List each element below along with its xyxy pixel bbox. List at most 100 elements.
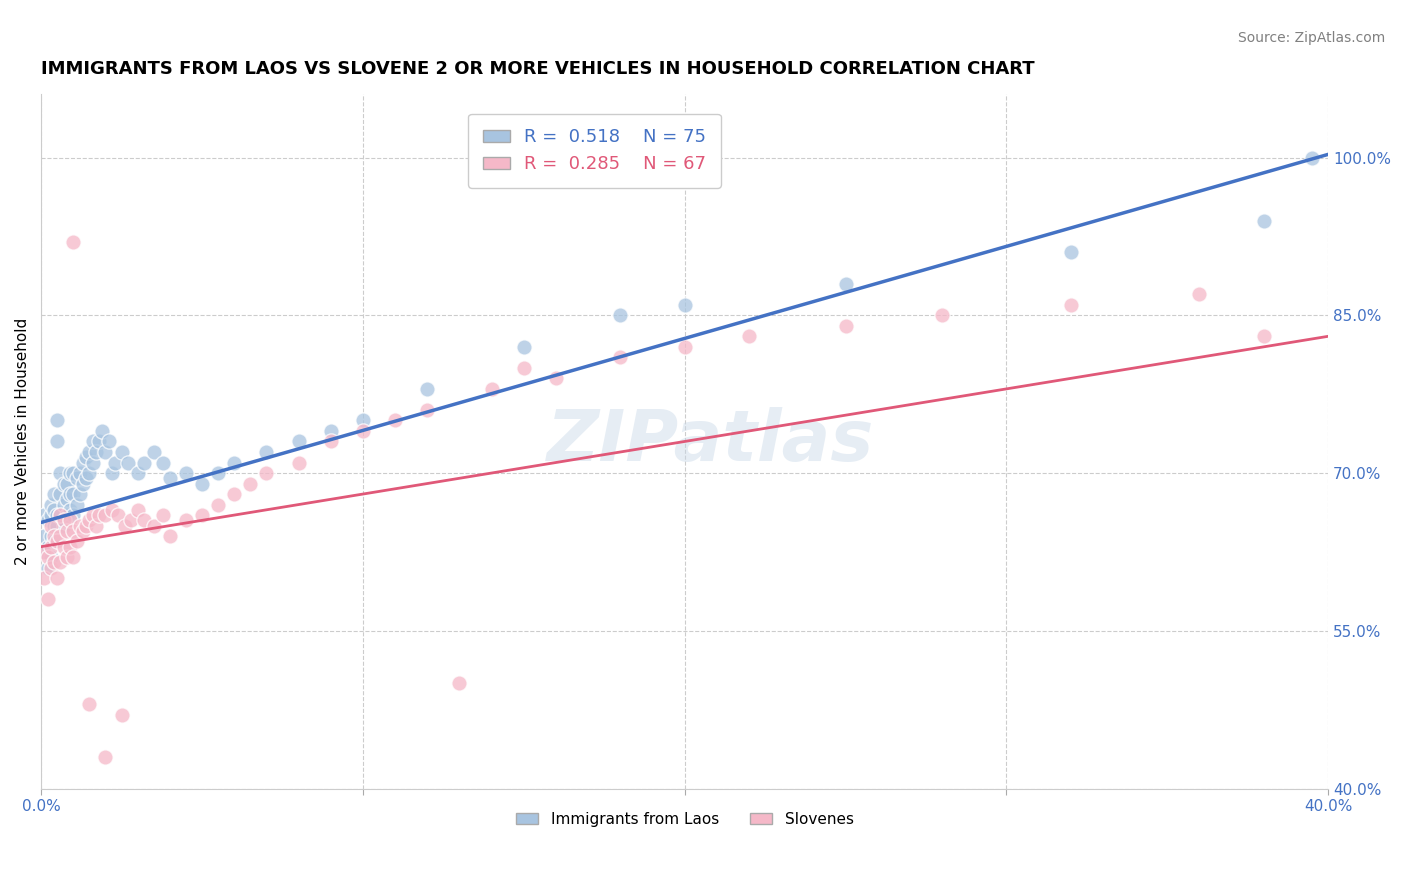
Legend: Immigrants from Laos, Slovenes: Immigrants from Laos, Slovenes xyxy=(509,805,860,833)
Point xyxy=(931,308,953,322)
Point xyxy=(72,456,94,470)
Point xyxy=(49,487,72,501)
Point xyxy=(34,571,56,585)
Point xyxy=(39,518,62,533)
Point xyxy=(287,456,309,470)
Point xyxy=(239,476,262,491)
Point xyxy=(107,508,129,522)
Point xyxy=(110,707,132,722)
Point xyxy=(544,371,567,385)
Point xyxy=(62,235,84,249)
Point xyxy=(416,403,439,417)
Point xyxy=(37,592,59,607)
Text: Source: ZipAtlas.com: Source: ZipAtlas.com xyxy=(1237,31,1385,45)
Point xyxy=(46,534,69,549)
Point xyxy=(84,518,107,533)
Point xyxy=(59,540,82,554)
Point xyxy=(834,277,856,291)
Point xyxy=(59,503,82,517)
Point xyxy=(42,503,65,517)
Text: ZIPatlas: ZIPatlas xyxy=(547,407,875,476)
Point xyxy=(39,550,62,565)
Point xyxy=(52,540,75,554)
Point xyxy=(62,466,84,480)
Point xyxy=(56,508,79,522)
Point xyxy=(69,466,91,480)
Point xyxy=(37,560,59,574)
Point xyxy=(46,434,69,449)
Point xyxy=(42,534,65,549)
Point xyxy=(72,524,94,538)
Point xyxy=(152,456,174,470)
Point xyxy=(56,524,79,538)
Point xyxy=(49,466,72,480)
Point xyxy=(384,413,406,427)
Point xyxy=(1060,245,1083,260)
Point xyxy=(97,434,120,449)
Point xyxy=(191,476,214,491)
Point xyxy=(94,508,117,522)
Point xyxy=(132,456,155,470)
Point xyxy=(56,492,79,507)
Point xyxy=(132,513,155,527)
Point xyxy=(117,456,139,470)
Point xyxy=(82,434,104,449)
Point xyxy=(159,471,181,485)
Point xyxy=(673,340,696,354)
Point xyxy=(39,498,62,512)
Point xyxy=(94,750,117,764)
Point xyxy=(42,518,65,533)
Point xyxy=(82,508,104,522)
Point xyxy=(72,476,94,491)
Point xyxy=(37,550,59,565)
Point xyxy=(46,571,69,585)
Point xyxy=(34,508,56,522)
Point xyxy=(127,466,149,480)
Point xyxy=(152,508,174,522)
Point xyxy=(609,351,631,365)
Point xyxy=(91,424,114,438)
Point xyxy=(87,434,110,449)
Point xyxy=(207,466,229,480)
Point xyxy=(39,540,62,554)
Point xyxy=(513,340,536,354)
Point xyxy=(287,434,309,449)
Y-axis label: 2 or more Vehicles in Household: 2 or more Vehicles in Household xyxy=(15,318,30,566)
Point xyxy=(142,445,165,459)
Point xyxy=(52,498,75,512)
Point xyxy=(52,513,75,527)
Point xyxy=(254,466,277,480)
Point xyxy=(39,508,62,522)
Point xyxy=(52,476,75,491)
Point xyxy=(79,445,101,459)
Point xyxy=(82,456,104,470)
Point xyxy=(79,466,101,480)
Point xyxy=(142,518,165,533)
Point xyxy=(49,556,72,570)
Point xyxy=(75,471,97,485)
Point xyxy=(110,445,132,459)
Point xyxy=(1253,329,1275,343)
Point xyxy=(352,413,374,427)
Point xyxy=(65,471,87,485)
Point xyxy=(1253,213,1275,227)
Point xyxy=(79,513,101,527)
Point xyxy=(319,434,342,449)
Point xyxy=(224,487,246,501)
Point xyxy=(609,308,631,322)
Point xyxy=(1301,151,1323,165)
Point xyxy=(46,413,69,427)
Point xyxy=(834,318,856,333)
Point xyxy=(65,534,87,549)
Point xyxy=(1188,287,1211,301)
Point xyxy=(87,508,110,522)
Point xyxy=(84,445,107,459)
Point xyxy=(207,498,229,512)
Point xyxy=(481,382,503,396)
Point xyxy=(37,540,59,554)
Point xyxy=(49,529,72,543)
Text: IMMIGRANTS FROM LAOS VS SLOVENE 2 OR MORE VEHICLES IN HOUSEHOLD CORRELATION CHAR: IMMIGRANTS FROM LAOS VS SLOVENE 2 OR MOR… xyxy=(41,60,1035,78)
Point xyxy=(62,524,84,538)
Point xyxy=(191,508,214,522)
Point xyxy=(738,329,761,343)
